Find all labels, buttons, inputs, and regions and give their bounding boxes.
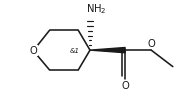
- Text: NH$_2$: NH$_2$: [86, 2, 107, 16]
- Text: O: O: [147, 39, 155, 49]
- Polygon shape: [90, 48, 125, 53]
- Text: O: O: [121, 81, 129, 91]
- Text: &1: &1: [70, 48, 80, 54]
- Text: O: O: [29, 46, 37, 56]
